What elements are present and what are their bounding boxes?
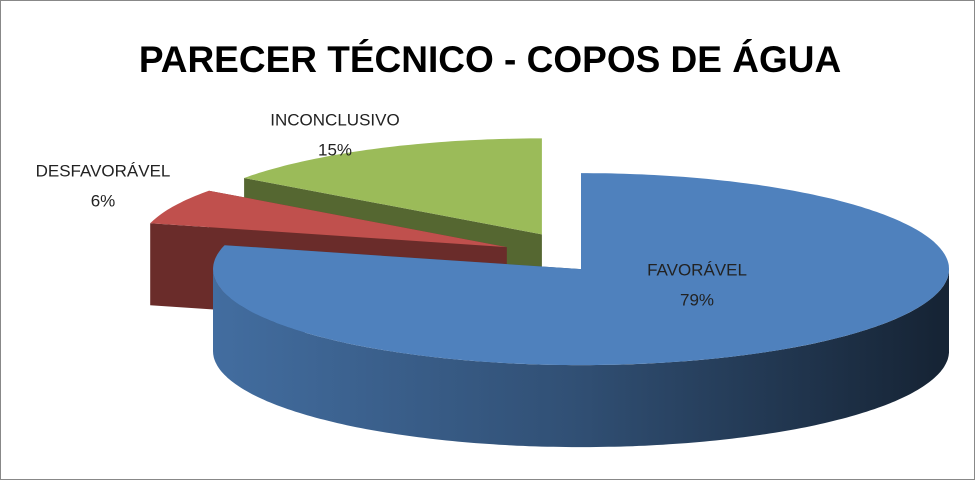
data-label-category: DESFAVORÁVEL [36, 161, 171, 180]
pie-slice [244, 138, 542, 235]
slice-side [213, 269, 949, 448]
pie-slice [150, 190, 507, 248]
chart-title: PARECER TÉCNICO - COPOS DE ÁGUA [139, 39, 841, 80]
data-label-value: 79% [680, 290, 714, 309]
data-label-value: 6% [91, 191, 116, 210]
data-label-category: INCONCLUSIVO [270, 110, 399, 129]
pie-slice [213, 173, 949, 366]
data-label-value: 15% [318, 140, 352, 159]
data-label-category: FAVORÁVEL [647, 260, 747, 279]
